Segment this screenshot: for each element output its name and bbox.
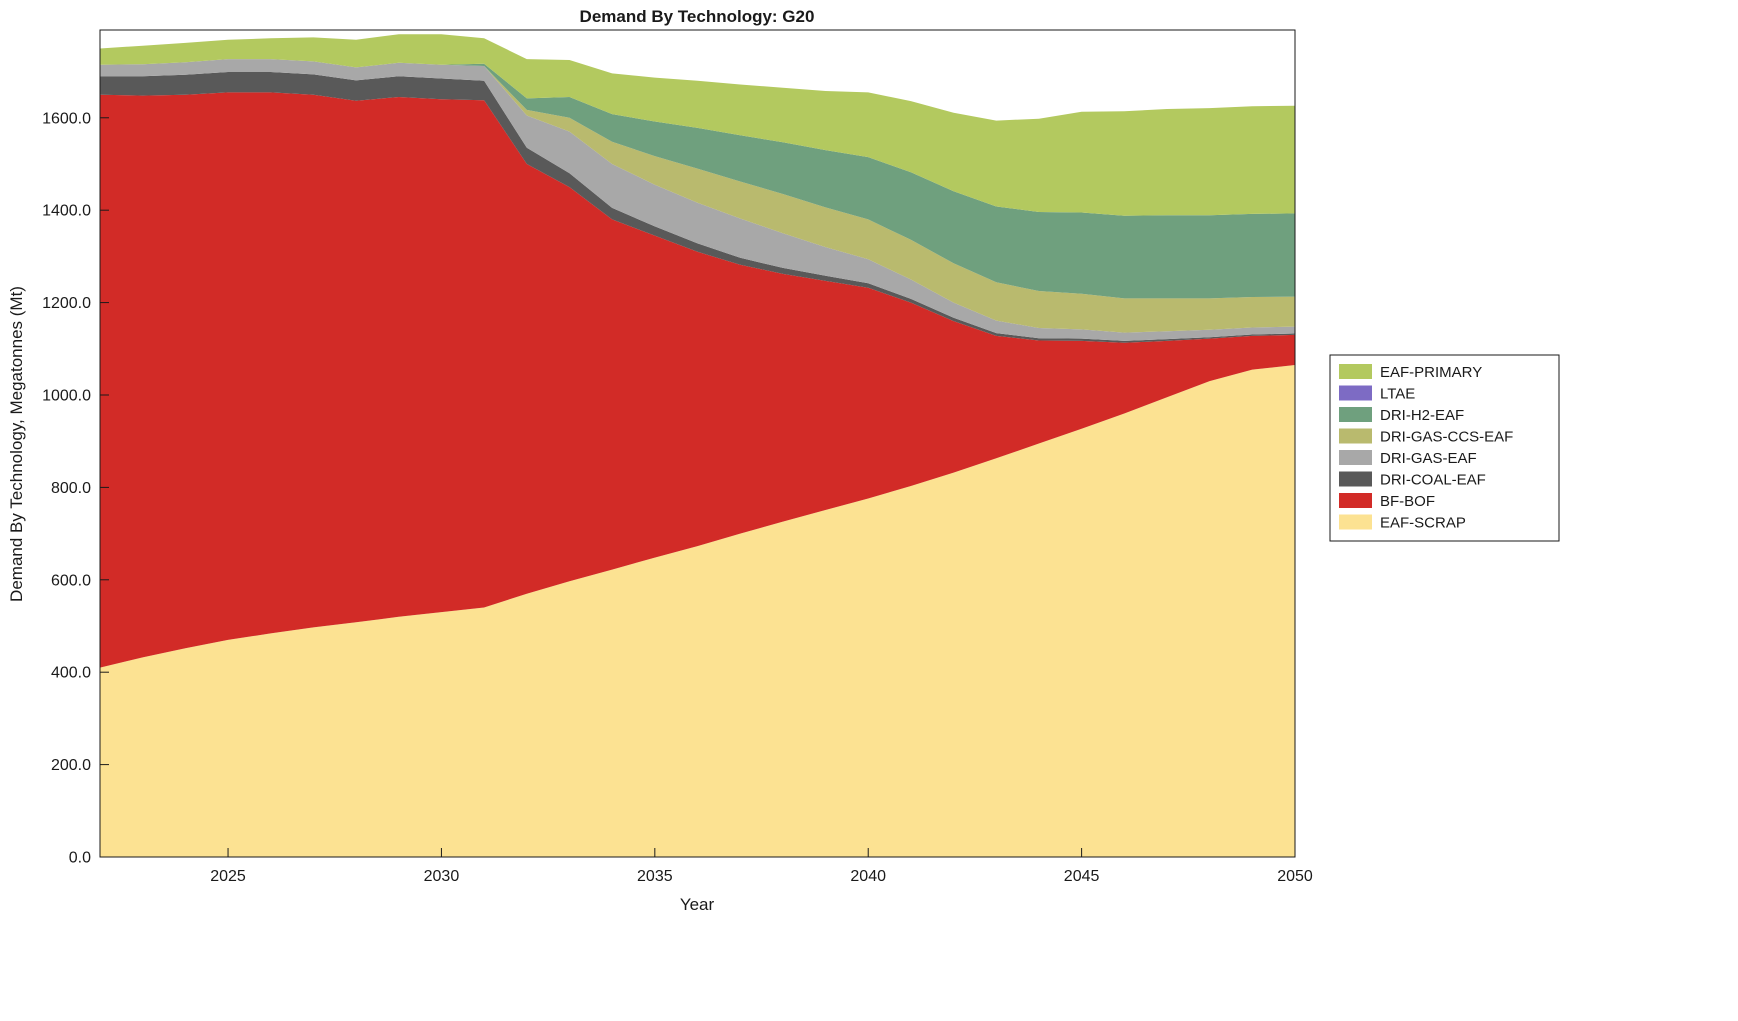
legend-item-dri-coal-eaf: DRI-COAL-EAF bbox=[1339, 471, 1486, 489]
area-dri-h2-eaf bbox=[100, 59, 1295, 299]
y-axis-label: Demand By Technology, Megatonnes (Mt) bbox=[7, 286, 26, 602]
legend-item-eaf-scrap: EAF-SCRAP bbox=[1339, 514, 1466, 532]
legend-label-dri-coal-eaf: DRI-COAL-EAF bbox=[1380, 472, 1486, 489]
legend-item-dri-gas-eaf: DRI-GAS-EAF bbox=[1339, 450, 1477, 467]
legend-item-eaf-primary: EAF-PRIMARY bbox=[1339, 364, 1482, 381]
legend-label-dri-gas-ccs-eaf: DRI-GAS-CCS-EAF bbox=[1380, 429, 1513, 446]
area-dri-gas-ccs-eaf bbox=[100, 59, 1295, 333]
legend-item-dri-gas-ccs-eaf: DRI-GAS-CCS-EAF bbox=[1339, 428, 1513, 446]
area-eaf-primary bbox=[100, 34, 1295, 216]
legend-box bbox=[1329, 354, 1560, 542]
legend-label-eaf-primary: EAF-PRIMARY bbox=[1380, 364, 1482, 381]
y-tick-label: 1400.0 bbox=[42, 203, 91, 220]
y-tick-label: 0.0 bbox=[69, 850, 91, 867]
y-tick-label: 1600.0 bbox=[42, 110, 91, 127]
y-tick-label: 600.0 bbox=[51, 572, 91, 589]
legend-swatch-dri-coal-eaf bbox=[1339, 471, 1372, 487]
legend-item-bf-bof: BF-BOF bbox=[1339, 493, 1435, 510]
area-bf-bof bbox=[100, 92, 1295, 668]
tick-labels-group: 2025 2030 2035 2040 2045 2050 0.0 200.0 400.0 600… bbox=[42, 110, 1313, 885]
legend-swatch-dri-gas-ccs-eaf bbox=[1339, 428, 1372, 444]
legend-swatch-dri-gas-eaf bbox=[1339, 450, 1372, 465]
area-eaf-scrap bbox=[100, 365, 1295, 857]
x-tick-label: 2025 bbox=[210, 868, 246, 885]
legend-label-bf-bof: BF-BOF bbox=[1380, 493, 1435, 510]
y-tick-label: 1000.0 bbox=[42, 387, 91, 404]
x-tick-label: 2045 bbox=[1064, 868, 1100, 885]
legend-label-eaf-scrap: EAF-SCRAP bbox=[1380, 515, 1466, 532]
legend-swatch-eaf-primary bbox=[1339, 364, 1372, 379]
x-axis-label: Year bbox=[680, 895, 715, 914]
legend-item-ltae: LTAE bbox=[1339, 385, 1415, 403]
legend-label-dri-gas-eaf: DRI-GAS-EAF bbox=[1380, 450, 1477, 467]
x-tick-label: 2050 bbox=[1277, 868, 1313, 885]
legend-swatch-eaf-scrap bbox=[1339, 514, 1372, 530]
legend-item-dri-h2-eaf: DRI-H2-EAF bbox=[1339, 407, 1464, 424]
axes-group bbox=[99, 29, 1296, 858]
legend-label-ltae: LTAE bbox=[1380, 386, 1415, 403]
x-tick-label: 2030 bbox=[424, 868, 460, 885]
y-tick-label: 1200.0 bbox=[42, 295, 91, 312]
plot-border bbox=[99, 29, 1296, 858]
y-tick-label: 200.0 bbox=[51, 757, 91, 774]
legend-swatch-dri-h2-eaf bbox=[1339, 407, 1372, 422]
legend-swatch-bf-bof bbox=[1339, 493, 1372, 508]
y-tick-label: 400.0 bbox=[51, 665, 91, 682]
y-tick-label: 800.0 bbox=[51, 480, 91, 497]
x-tick-label: 2035 bbox=[637, 868, 673, 885]
chart-title: Demand By Technology: G20 bbox=[580, 7, 815, 26]
x-tick-label: 2040 bbox=[850, 868, 886, 885]
area-series-group bbox=[100, 34, 1295, 857]
legend-swatch-ltae bbox=[1339, 385, 1372, 401]
legend: EAF-PRIMARY LTAE DRI-H2-EAF DRI-GAS-CCS-EAF… bbox=[1329, 354, 1560, 542]
legend-label-dri-h2-eaf: DRI-H2-EAF bbox=[1380, 407, 1464, 424]
